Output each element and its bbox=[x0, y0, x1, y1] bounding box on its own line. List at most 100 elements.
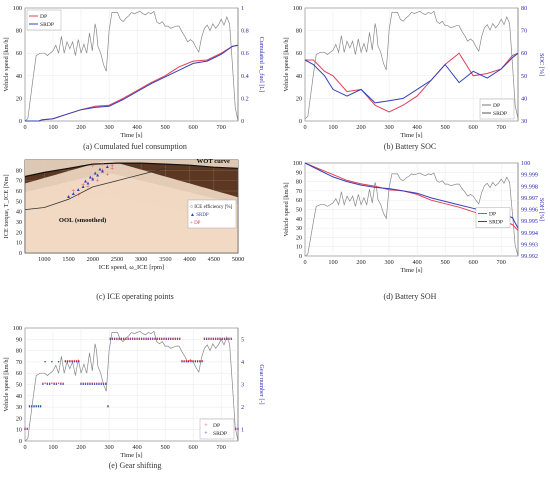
y-tick-label: 70 bbox=[16, 359, 22, 366]
dp-point: + bbox=[91, 175, 95, 183]
dp-gear-point: · bbox=[48, 379, 51, 389]
x-tick-label: 200 bbox=[76, 124, 85, 131]
dp-gear-point: · bbox=[68, 356, 71, 366]
dp-gear-point: · bbox=[234, 424, 237, 434]
dp-gear-point: · bbox=[127, 333, 130, 343]
dp-point: + bbox=[96, 177, 100, 185]
dp-gear-point: · bbox=[183, 356, 186, 366]
y2-tick-label: 1 bbox=[241, 427, 244, 434]
dp-gear-point: · bbox=[39, 401, 42, 411]
dp-gear-point: · bbox=[180, 356, 183, 366]
dp-gear-point: · bbox=[97, 379, 100, 389]
dp-gear-point: · bbox=[91, 379, 94, 389]
legend-entry: DP bbox=[213, 423, 220, 429]
caption-d: (d) Battery SOH bbox=[384, 292, 437, 301]
dp-gear-point: · bbox=[140, 333, 143, 343]
caption-a: (a) Cumulated fuel consumption bbox=[83, 142, 187, 151]
efficiency-band bbox=[25, 161, 238, 253]
y2-tick-label: 40 bbox=[521, 95, 527, 102]
x-tick-label: 700 bbox=[217, 444, 226, 451]
dp-gear-point: · bbox=[192, 356, 195, 366]
dp-gear-point: · bbox=[41, 379, 44, 389]
dp-point: + bbox=[100, 160, 104, 168]
srdp-gear-point: · bbox=[171, 334, 174, 344]
srdp-gear-point: · bbox=[136, 334, 139, 344]
dp-point: + bbox=[110, 164, 114, 172]
dp-gear-point: · bbox=[194, 356, 197, 366]
dp-gear-point: · bbox=[205, 333, 208, 343]
dp-point: + bbox=[91, 162, 95, 170]
srdp-gear-point: · bbox=[196, 357, 199, 367]
srdp-gear-point: · bbox=[71, 357, 74, 367]
x-tick-label: 100 bbox=[328, 259, 337, 266]
srdp-gear-point: · bbox=[203, 334, 206, 344]
dp-gear-point: · bbox=[124, 333, 127, 343]
srdp-gear-point: · bbox=[80, 380, 83, 390]
srdp-gear-point: · bbox=[89, 380, 92, 390]
legend-box bbox=[199, 418, 235, 440]
y-tick-label: 10 bbox=[296, 244, 302, 251]
x-tick-label: 200 bbox=[356, 124, 365, 131]
y-tick-label: 40 bbox=[16, 73, 22, 80]
srdp-gear-point: · bbox=[194, 357, 197, 367]
y-tick-label: 70 bbox=[16, 178, 22, 185]
dp-gear-point: · bbox=[160, 333, 163, 343]
legend-entry: DP bbox=[40, 14, 47, 20]
x-axis-label: Time [s] bbox=[120, 132, 142, 139]
srdp-point: ▲ bbox=[76, 188, 81, 193]
dp-gear-point: · bbox=[210, 333, 213, 343]
dp-gear-point: · bbox=[163, 333, 166, 343]
srdp-point: ▲ bbox=[93, 171, 98, 176]
dp-point: + bbox=[105, 170, 109, 178]
y-tick-label: 0 bbox=[299, 118, 302, 125]
x-tick-label: 700 bbox=[497, 259, 506, 266]
srdp-gear-point: · bbox=[48, 380, 51, 390]
y-tick-label: 60 bbox=[16, 188, 22, 195]
x-tick-label: 400 bbox=[132, 444, 141, 451]
dp-gear-point: · bbox=[214, 333, 217, 343]
dp-gear-point: · bbox=[109, 333, 112, 343]
srdp-gear-point: · bbox=[30, 402, 33, 412]
srdp-gear-point: · bbox=[118, 334, 121, 344]
dp-gear-point: · bbox=[106, 401, 109, 411]
dp-gear-point: · bbox=[136, 333, 139, 343]
dp-gear-point: · bbox=[115, 333, 118, 343]
srdp-gear-point: · bbox=[59, 380, 62, 390]
legend-entry: ▲ SRDP bbox=[190, 213, 209, 218]
x-tick-label: 100 bbox=[48, 124, 57, 131]
y2-tick-label: 70 bbox=[521, 28, 527, 35]
x-axis-label: Time [s] bbox=[400, 132, 422, 139]
panel-a: 0 100 200 300 400 500 600 700 0 20 40 60 80 100 0 0.2 0.… bbox=[3, 5, 265, 139]
y-tick-label: 30 bbox=[296, 225, 302, 232]
x-tick-label: 300 bbox=[384, 259, 393, 266]
panel-d: 0 100 200 300 400 500 600 700 0 10 20 30 40 50 60 70 80 9… bbox=[283, 160, 545, 274]
dp-gear-point: · bbox=[118, 333, 121, 343]
x-tick-label: 300 bbox=[384, 124, 393, 131]
dp-gear-point: · bbox=[71, 356, 74, 366]
srdp-gear-point: · bbox=[158, 334, 161, 344]
dp-gear-point: · bbox=[178, 333, 181, 343]
ool-annotation: OOL (smoothed) bbox=[59, 217, 106, 224]
srdp-point: ▲ bbox=[105, 165, 110, 170]
srdp-gear-point: · bbox=[55, 380, 58, 390]
srdp-gear-point: · bbox=[223, 334, 226, 344]
dp-gear-point: · bbox=[102, 379, 105, 389]
srdp-gear-point: · bbox=[102, 380, 105, 390]
y-axis-label: Vehicle speed [km/h] bbox=[283, 182, 290, 236]
dp-gear-point: · bbox=[221, 333, 224, 343]
srdp-gear-point: · bbox=[26, 425, 29, 435]
y2-tick-label: 50 bbox=[521, 73, 527, 80]
srdp-point: ▲ bbox=[81, 185, 86, 190]
srdp-gear-point: · bbox=[142, 334, 145, 344]
y2-tick-label: 99.992 bbox=[521, 253, 538, 260]
srdp-gear-point: · bbox=[93, 380, 96, 390]
srdp-gear-point: · bbox=[165, 334, 168, 344]
y-tick-label: 50 bbox=[296, 207, 302, 214]
legend-entry: DP bbox=[489, 212, 496, 218]
dp-gear-point: · bbox=[46, 379, 49, 389]
x-tick-label: 100 bbox=[328, 124, 337, 131]
y-tick-label: 0 bbox=[19, 438, 22, 445]
srdp-gear-point: · bbox=[185, 357, 188, 367]
dp-gear-point: · bbox=[207, 333, 210, 343]
